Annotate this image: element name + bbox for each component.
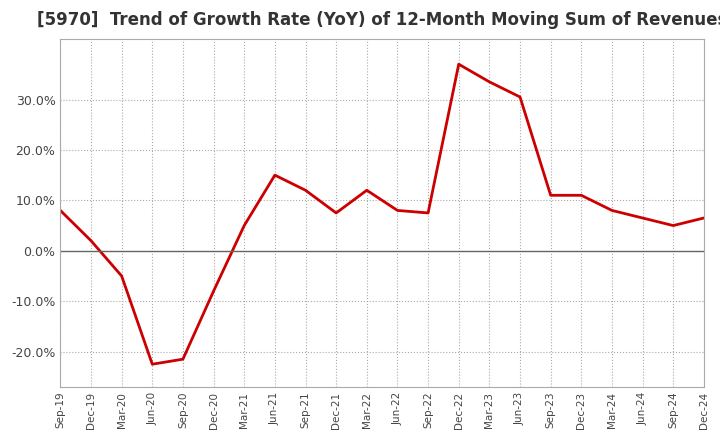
Title: [5970]  Trend of Growth Rate (YoY) of 12-Month Moving Sum of Revenues: [5970] Trend of Growth Rate (YoY) of 12-… — [37, 11, 720, 29]
